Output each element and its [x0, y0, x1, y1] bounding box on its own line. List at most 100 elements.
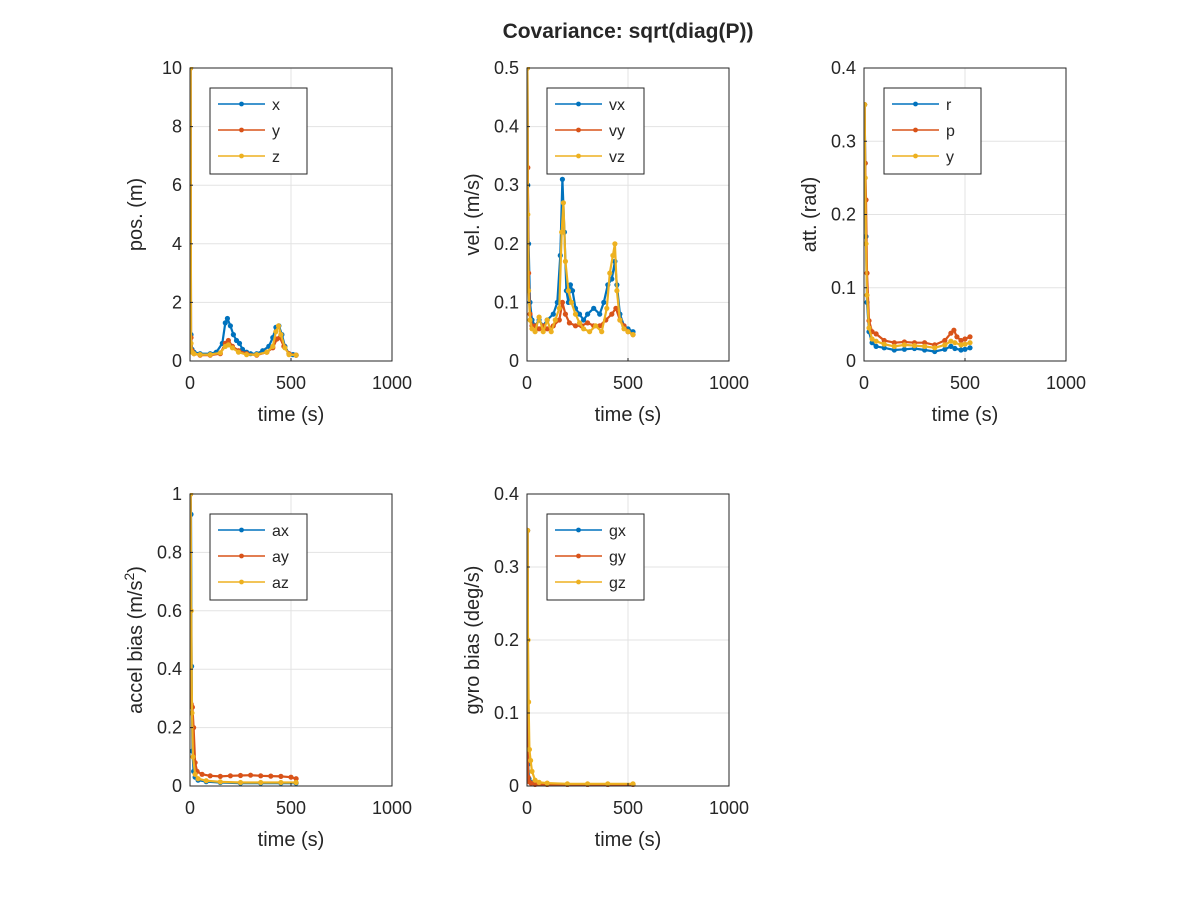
- y-tick-label: 8: [172, 117, 182, 137]
- data-point-x: [224, 315, 230, 322]
- data-point-p: [922, 340, 928, 346]
- data-point-gz: [585, 781, 591, 787]
- data-point-r: [948, 343, 954, 349]
- data-point-vz: [610, 252, 616, 259]
- series-z: [190, 67, 299, 358]
- data-point-z: [207, 352, 213, 358]
- data-point-r: [952, 345, 958, 352]
- y-tick-label: 0.8: [157, 542, 182, 562]
- y-tick-label: 0.2: [157, 718, 182, 738]
- data-point-ay: [293, 776, 299, 782]
- data-point-vz: [630, 332, 636, 338]
- data-point-p: [954, 334, 960, 340]
- series-gz: [527, 527, 636, 787]
- data-point-z: [191, 351, 197, 357]
- data-point-p: [881, 337, 887, 344]
- data-point-z: [190, 340, 194, 346]
- data-point-x: [227, 323, 233, 329]
- data-point-gz: [630, 781, 636, 787]
- y-tick-label: 0.3: [831, 131, 856, 151]
- data-point-p: [962, 336, 968, 342]
- data-point-vz: [607, 270, 613, 276]
- data-point-r: [967, 345, 973, 351]
- y-axis-label: vel. (m/s): [462, 173, 484, 255]
- data-point-y: [911, 343, 918, 349]
- legend-marker-vz: [576, 153, 581, 159]
- subplot-2: 0 500 1000 0 0.1 0.2 0.3 0.4 0.5 time (s) vel. (m/…: [462, 58, 749, 426]
- data-point-az: [258, 779, 264, 786]
- data-point-z: [217, 350, 223, 356]
- series-line-gz: [527, 529, 633, 785]
- data-point-vz: [527, 317, 533, 323]
- y-tick-label: 0.3: [494, 557, 519, 577]
- y-tick-label: 0.4: [494, 484, 519, 504]
- data-point-r: [881, 345, 887, 351]
- data-point-z: [286, 352, 292, 358]
- figure-title: Covariance: sqrt(diag(P)): [503, 20, 754, 43]
- data-point-x: [222, 320, 228, 326]
- data-point-z: [244, 352, 250, 358]
- x-tick-label: 500: [613, 798, 643, 818]
- data-point-ay: [248, 772, 254, 778]
- data-point-vz: [599, 329, 605, 335]
- data-point-y: [942, 342, 948, 348]
- x-axis-label: time (s): [258, 829, 325, 851]
- data-point-vy: [562, 311, 569, 317]
- legend-marker-vy: [576, 127, 581, 133]
- data-point-p: [951, 327, 957, 333]
- x-tick-label: 1000: [372, 373, 412, 393]
- x-axis-label: time (s): [932, 404, 999, 426]
- legend: ax ay az: [209, 513, 308, 601]
- data-point-r: [891, 347, 897, 353]
- legend-label-r: r: [946, 97, 952, 114]
- y-axis-label-suffix: ): [125, 566, 147, 573]
- y-tick-label: 10: [162, 58, 182, 78]
- data-point-y: [901, 342, 908, 348]
- legend-marker-p: [913, 127, 918, 133]
- y-tick-label: 0.1: [494, 292, 519, 312]
- data-point-vz: [527, 211, 531, 218]
- data-point-y: [932, 345, 938, 351]
- data-point-r: [962, 346, 968, 352]
- x-tick-label: 1000: [372, 798, 412, 818]
- y-tick-label: 1: [172, 484, 182, 504]
- data-point-z: [282, 345, 288, 351]
- data-point-gz: [532, 777, 538, 783]
- data-point-y: [869, 336, 875, 342]
- data-point-vx: [576, 311, 583, 317]
- data-point-p: [891, 340, 897, 346]
- data-point-vy: [572, 323, 579, 329]
- data-point-p: [958, 337, 964, 344]
- legend-box: [546, 513, 645, 601]
- legend: vx vy vz: [546, 87, 645, 175]
- data-point-vz: [593, 323, 599, 329]
- y-tick-label: 0: [172, 776, 182, 796]
- subplot-3: 0 500 1000 0 0.1 0.2 0.3 0.4 time (s) att. (rad) r…: [799, 58, 1086, 426]
- data-point-vz: [536, 314, 542, 320]
- y-tick-label: 0: [172, 351, 182, 371]
- data-point-vy: [566, 320, 573, 326]
- data-point-y: [891, 343, 897, 349]
- legend-box: [883, 87, 982, 175]
- data-point-gz: [527, 746, 532, 753]
- x-tick-label: 0: [522, 798, 532, 818]
- subplot-5: 0 500 1000 0 0.1 0.2 0.3 0.4 time (s) gyro bias (…: [462, 484, 749, 851]
- legend-marker-ax: [239, 527, 244, 533]
- y-tick-label: 0.2: [494, 630, 519, 650]
- data-point-az: [237, 779, 244, 786]
- data-point-r: [869, 340, 875, 346]
- data-point-ay: [217, 773, 223, 780]
- data-point-z: [270, 343, 276, 349]
- data-point-x: [236, 340, 243, 346]
- data-point-vz: [527, 288, 532, 294]
- y-tick-label: 0.1: [494, 703, 519, 723]
- y-tick-label: 0.1: [831, 278, 856, 298]
- y-tick-label: 6: [172, 175, 182, 195]
- x-tick-label: 500: [276, 798, 306, 818]
- data-point-p: [942, 337, 948, 344]
- data-point-vy: [559, 299, 566, 305]
- data-point-z: [225, 342, 231, 348]
- x-tick-label: 0: [859, 373, 869, 393]
